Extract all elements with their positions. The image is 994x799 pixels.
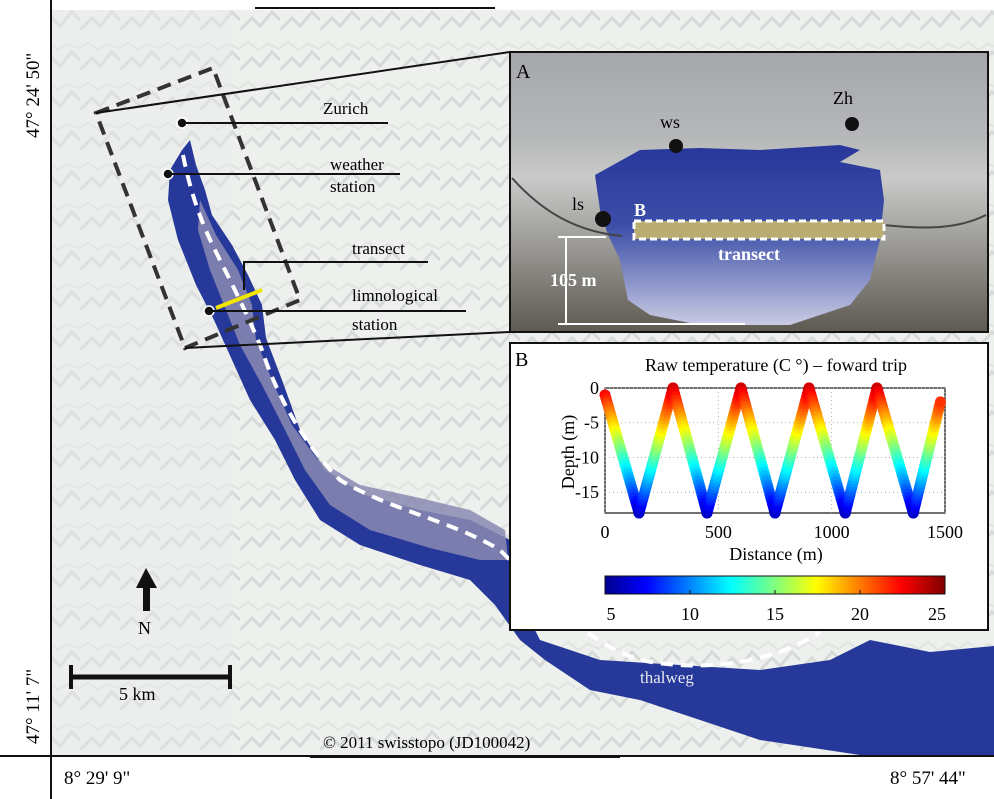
- x-tick-label-3: 1500: [927, 522, 963, 542]
- temperature-profile: [599, 382, 946, 519]
- profile-point-409: [934, 396, 946, 408]
- colorbar-tick-label-1: 10: [681, 604, 699, 624]
- scale-bar: 5 km: [69, 665, 232, 704]
- inset-ws-marker: [669, 139, 683, 153]
- inset-zh-label: Zh: [833, 88, 853, 108]
- zurich-label: Zurich: [323, 99, 369, 118]
- profile-plot: 0 500 1000 1500 0 -5 -10 -15: [575, 378, 963, 542]
- inset-ls-label: ls: [572, 194, 584, 214]
- x-tick-label-0: 0: [601, 522, 610, 542]
- inset-a: A Zh ws ls B transect 105 m: [509, 51, 989, 333]
- colorbar-ticks: 5 10 15 20 25: [604, 590, 946, 624]
- inset-b-marker-label: B: [634, 200, 646, 220]
- y-tick-labels: 0 -5 -10 -15: [575, 378, 599, 502]
- inset-b: B Raw temperature (C °) – foward trip 0 5…: [509, 342, 989, 631]
- colorbar-tick-label-2: 15: [766, 604, 784, 624]
- thalweg-label: thalweg: [640, 668, 694, 687]
- y-tick-label-0: 0: [590, 378, 599, 398]
- lon-left-label: 8° 29' 9": [64, 768, 130, 789]
- zoom-line-top: [95, 51, 511, 114]
- weather-label-2: station: [330, 177, 376, 196]
- y-tick-label-2: -10: [575, 447, 599, 467]
- inset-b-label: B: [515, 349, 528, 371]
- scale-label: 5 km: [119, 684, 156, 704]
- limno-label-1: limnological: [352, 286, 438, 305]
- colorbar-tick-label-0: 5: [607, 604, 616, 624]
- y-tick-label-1: -5: [584, 413, 599, 433]
- terrain-shade: [51, 10, 231, 755]
- inset-depth-label: 105 m: [550, 270, 597, 290]
- inset-a-label: A: [516, 61, 531, 83]
- x-axis-label: Distance (m): [729, 544, 822, 565]
- transect-label: transect: [352, 239, 405, 258]
- inset-zh-marker: [845, 117, 859, 131]
- lat-bottom-label: 47° 11' 7": [23, 669, 44, 744]
- thalweg-line: [181, 154, 822, 668]
- copyright: © 2011 swisstopo (JD100042): [323, 733, 530, 752]
- inset-ls-marker: [595, 211, 611, 227]
- transect-line: [215, 288, 263, 310]
- x-tick-labels: 0 500 1000 1500: [601, 522, 964, 542]
- study-area-box: [93, 65, 303, 351]
- x-tick-label-2: 1000: [814, 522, 850, 542]
- lat-top-label: 47° 24' 50": [23, 53, 44, 138]
- north-arrow-icon: [136, 568, 157, 611]
- colorbar-tick-label-3: 20: [851, 604, 869, 624]
- lake-shallow-band: [198, 200, 508, 560]
- chart-title: Raw temperature (C °) – foward trip: [645, 355, 907, 376]
- x-tick-label-1: 500: [705, 522, 732, 542]
- zoom-line-bottom: [184, 331, 511, 349]
- colorbar-tick-label-4: 25: [928, 604, 946, 624]
- north-arrow: N: [136, 568, 157, 638]
- transect-leader: [243, 261, 428, 290]
- limno-label-2: station: [352, 315, 398, 334]
- lake-zurich: [168, 140, 994, 755]
- y-tick-label-3: -15: [575, 482, 599, 502]
- weather-label-1: weather: [330, 155, 384, 174]
- inset-transect-box: [632, 219, 886, 241]
- inset-ws-label: ws: [660, 112, 680, 132]
- lon-right-label: 8° 57' 44": [890, 768, 966, 789]
- north-label: N: [138, 618, 151, 638]
- inset-transect-label: transect: [718, 244, 780, 264]
- y-axis-label: Depth (m): [558, 415, 579, 489]
